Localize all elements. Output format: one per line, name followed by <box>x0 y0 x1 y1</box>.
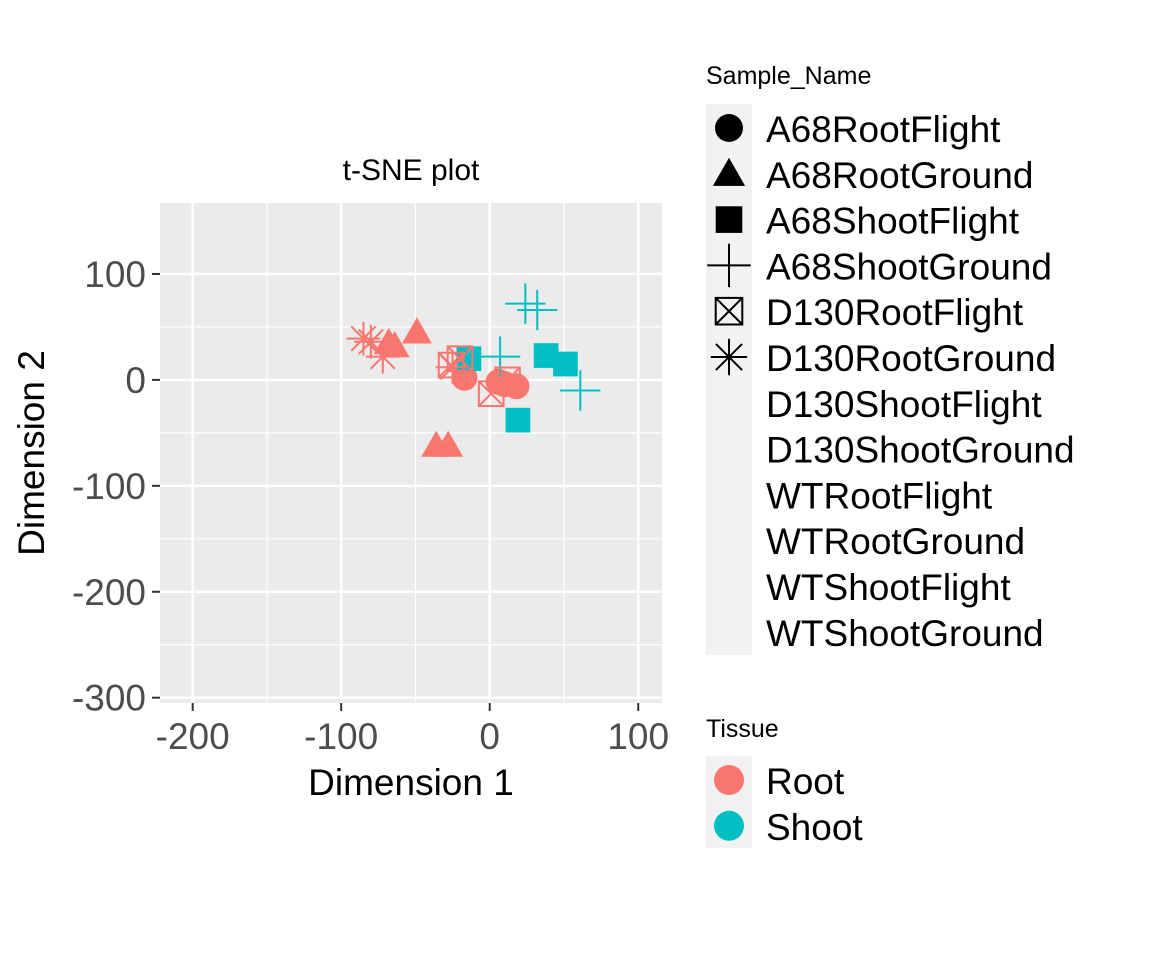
legend-sample-item-label: A68ShootFlight <box>766 201 1020 242</box>
legend-sample-item-label: D130RootGround <box>766 338 1056 379</box>
data-point-asterisk <box>365 339 400 374</box>
legend-tissue-item-label: Root <box>766 761 845 802</box>
y-tick-label: -200 <box>72 572 146 613</box>
legend-sample-item-label: WTRootGround <box>766 521 1025 562</box>
y-tick-label: -100 <box>72 466 146 507</box>
data-points <box>346 283 601 457</box>
data-point-asterisk <box>435 350 470 385</box>
legend-sample-item-label: A68RootGround <box>766 155 1033 196</box>
x-axis-label: Dimension 1 <box>308 762 514 803</box>
data-point-triangle <box>401 317 432 344</box>
legend-sample-item-label: WTRootFlight <box>766 475 993 516</box>
data-point-plus <box>560 370 601 411</box>
data-point-circle <box>503 373 530 400</box>
legend-sample-item-label: D130RootFlight <box>766 292 1024 333</box>
legend-tissue-key <box>714 810 744 841</box>
x-tick-label: 100 <box>607 716 669 757</box>
legend-sample-name-key-bg <box>706 104 752 655</box>
legend-key-plus <box>707 243 751 288</box>
data-point-triangle <box>379 331 410 358</box>
x-tick-label: -200 <box>156 716 230 757</box>
legend-sample-item-label: D130ShootFlight <box>766 384 1042 425</box>
data-point-square <box>553 351 578 377</box>
data-point-square-cross <box>477 380 505 408</box>
chart-title: t-SNE plot <box>343 154 480 187</box>
y-tick-label: 100 <box>84 254 146 295</box>
legend-tissue-item-label: Shoot <box>766 807 863 848</box>
legend-tissue-key <box>714 765 744 795</box>
data-point-triangle <box>433 430 464 457</box>
data-point-plus <box>479 336 521 377</box>
x-tick-label: -100 <box>304 716 378 757</box>
data-point-plus <box>517 289 558 331</box>
legend-key-square-cross <box>714 296 744 326</box>
legend-key-asterisk <box>710 338 748 376</box>
legend-sample-name: Sample_Name A68RootFlight A68RootGround A6… <box>706 62 1075 655</box>
legend-sample-name-title: Sample_Name <box>706 62 871 90</box>
legend-key-triangle <box>712 157 746 186</box>
legend-tissue-title: Tissue <box>706 715 779 743</box>
y-axis-label: Dimension 2 <box>11 350 52 556</box>
legend-sample-item-label: A68RootFlight <box>766 109 1001 150</box>
plot-panel <box>160 203 662 703</box>
data-point-plus <box>505 283 546 324</box>
y-tick-label: 0 <box>125 360 146 401</box>
legend-tissue: Tissue Root Shoot <box>706 715 863 848</box>
data-point-square <box>505 407 531 433</box>
y-tick-label: -300 <box>72 678 146 719</box>
x-tick-label: 0 <box>479 716 500 757</box>
legend-sample-item-label: D130ShootGround <box>766 430 1075 471</box>
legend-key-circle <box>715 114 743 142</box>
data-point-square-cross <box>494 366 521 394</box>
legend-key-square <box>715 206 743 233</box>
grid-lines <box>160 203 662 703</box>
legend-sample-item-label: A68ShootGround <box>766 246 1052 287</box>
legend-sample-item-label: WTShootFlight <box>766 567 1011 608</box>
legend-sample-item-label: WTShootGround <box>766 613 1044 654</box>
